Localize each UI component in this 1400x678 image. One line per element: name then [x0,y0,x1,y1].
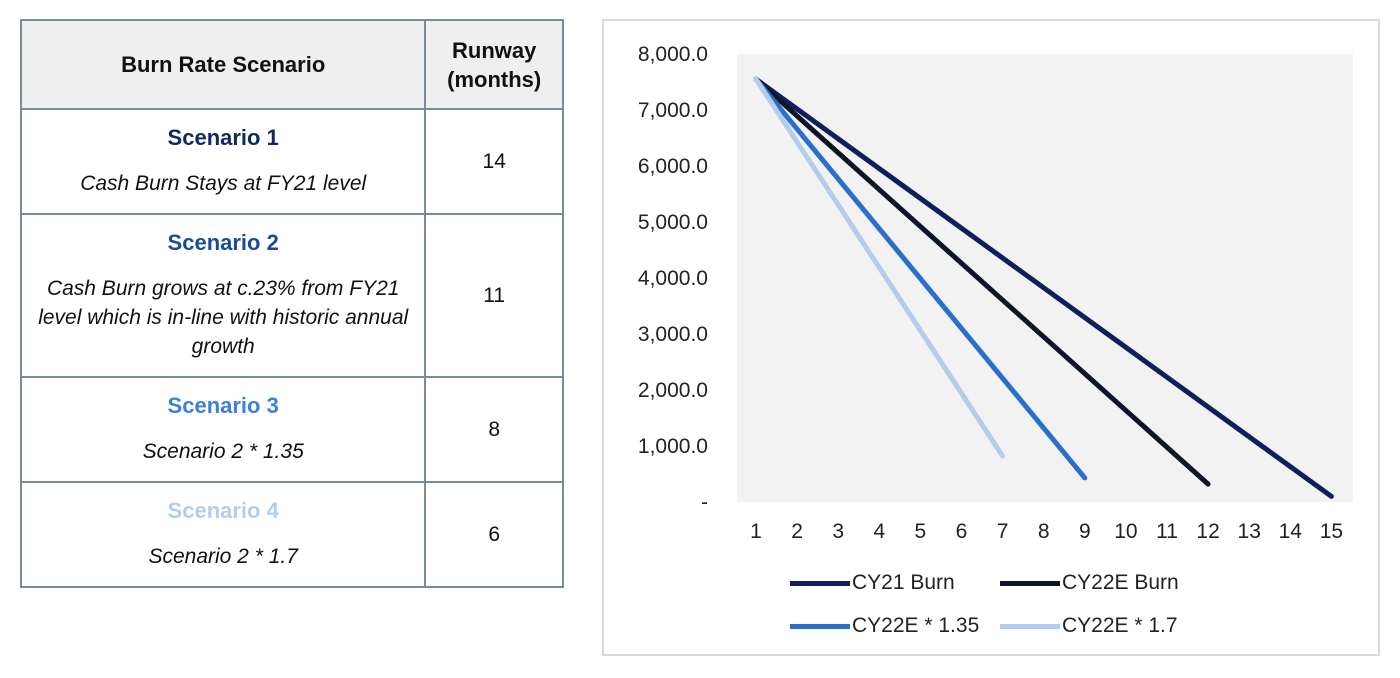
legend-label: CY21 Burn [852,571,955,594]
series-line [753,76,1006,459]
legend-swatch [1000,580,1060,586]
x-tick-label: 10 [1114,520,1137,543]
y-tick-label: 6,000.0 [638,155,708,178]
scenario-cell: Scenario 1 Cash Burn Stays at FY21 level [19,108,427,215]
legend-item: CY22E * 1.35 [790,611,979,641]
scenario-description: Scenario 2 * 1.7 [148,545,298,568]
y-tick-label: 2,000.0 [638,379,708,402]
y-tick-label: - [701,491,708,514]
series-lines [753,76,1334,499]
x-tick-label: 3 [832,520,844,543]
y-tick-label: 4,000.0 [638,267,708,290]
table-row: Scenario 2 Cash Burn grows at c.23% from… [19,213,564,378]
table-row: Scenario 4 Scenario 2 * 1.7 6 [19,481,564,588]
x-tick-label: 1 [750,520,762,543]
header-scenario: Burn Rate Scenario [19,19,427,110]
x-axis: 1 2 3 4 5 6 7 8 9 10 11 12 13 14 15 [750,520,1343,543]
series-line [753,76,1211,487]
scenario-cell: Scenario 2 Cash Burn grows at c.23% from… [19,213,427,378]
scenario-cell: Scenario 4 Scenario 2 * 1.7 [19,481,427,588]
runway-chart: - 1,000.0 2,000.0 3,000.0 4,000.0 5,000.0 6,00… [602,19,1380,656]
runway-value: 11 [424,213,564,378]
runway-value: 14 [424,108,564,215]
scenario-title: Scenario 2 [167,230,279,255]
x-tick-label: 8 [1038,520,1050,543]
x-tick-label: 11 [1156,520,1178,543]
x-tick-label: 4 [873,520,885,543]
x-tick-label: 12 [1196,520,1219,543]
legend-label: CY22E Burn [1062,571,1179,594]
x-tick-label: 13 [1238,520,1261,543]
header-runway-line1: Runway [452,37,537,63]
scenario-cell: Scenario 3 Scenario 2 * 1.35 [19,376,427,483]
runway-value: 6 [424,481,564,588]
table-row: Scenario 1 Cash Burn Stays at FY21 level… [19,108,564,215]
legend-swatch [1000,623,1060,629]
scenario-description: Cash Burn grows at c.23% from FY21 level… [38,277,409,358]
x-tick-label: 6 [956,520,968,543]
series-line [753,76,1088,481]
burn-rate-table: Burn Rate Scenario Runway (months) Scena… [19,19,564,588]
y-tick-label: 8,000.0 [638,43,708,66]
runway-value: 8 [424,376,564,483]
y-tick-label: 1,000.0 [638,435,708,458]
scenario-title: Scenario 3 [167,393,279,418]
chart-canvas: - 1,000.0 2,000.0 3,000.0 4,000.0 5,000.0 6,00… [638,43,1353,543]
table-header-row: Burn Rate Scenario Runway (months) [19,19,564,110]
x-tick-label: 7 [997,520,1009,543]
x-tick-label: 2 [791,520,803,543]
header-runway: Runway (months) [424,19,564,110]
header-runway-line2: (months) [447,66,542,92]
scenario-description: Scenario 2 * 1.35 [142,440,304,463]
y-tick-label: 3,000.0 [638,323,708,346]
scenario-title: Scenario 4 [167,498,279,523]
x-tick-label: 14 [1279,520,1303,543]
y-tick-label: 5,000.0 [638,211,708,234]
legend-label: CY22E * 1.7 [1062,614,1178,637]
legend-swatch [790,623,850,629]
legend-label: CY22E * 1.35 [852,614,980,637]
plot-area [737,54,1353,502]
table-row: Scenario 3 Scenario 2 * 1.35 8 [19,376,564,483]
x-tick-label: 5 [915,520,927,543]
legend-item: CY22E * 1.7 [1000,611,1178,641]
series-line [753,76,1334,499]
x-tick-label: 9 [1079,520,1091,543]
legend-swatch [790,580,850,586]
y-axis: - 1,000.0 2,000.0 3,000.0 4,000.0 5,000.0 6,00… [638,43,708,514]
y-tick-label: 7,000.0 [638,99,708,122]
scenario-description: Cash Burn Stays at FY21 level [80,172,367,195]
legend-item: CY22E Burn [1000,568,1179,598]
x-tick-label: 15 [1320,520,1343,543]
legend-item: CY21 Burn [790,568,955,598]
scenario-title: Scenario 1 [167,125,279,150]
